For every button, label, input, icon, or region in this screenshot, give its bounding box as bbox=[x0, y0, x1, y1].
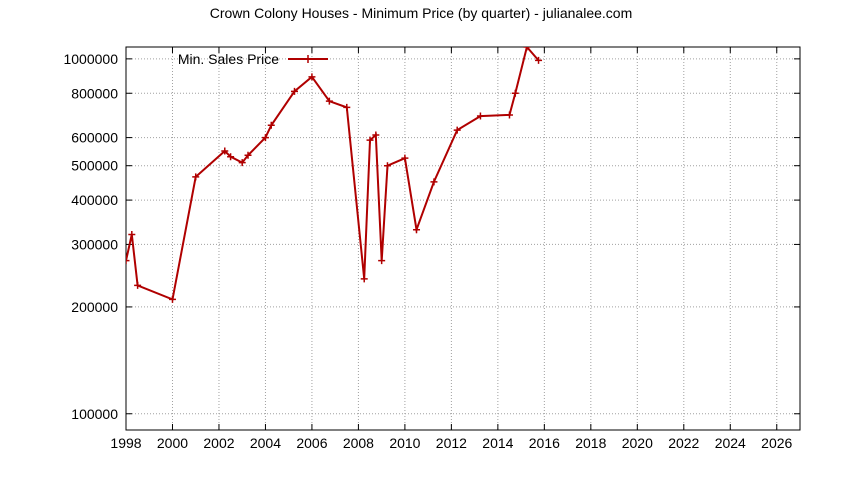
x-tick-label: 2020 bbox=[622, 435, 653, 451]
data-point bbox=[134, 281, 142, 289]
x-tick-label: 2018 bbox=[575, 435, 606, 451]
data-point bbox=[430, 178, 438, 186]
data-point bbox=[238, 159, 246, 167]
series-line bbox=[126, 47, 540, 301]
x-tick-label: 2010 bbox=[389, 435, 420, 451]
data-point bbox=[221, 147, 229, 155]
x-tick-label: 2026 bbox=[761, 435, 792, 451]
y-axis-ticks: 100000 200000 300000 400000 500000 600000 8000… bbox=[63, 51, 800, 422]
legend-marker bbox=[304, 55, 312, 63]
x-tick-label: 2016 bbox=[529, 435, 560, 451]
legend-label: Min. Sales Price bbox=[178, 51, 279, 67]
data-point bbox=[401, 154, 409, 162]
legend: Min. Sales Price bbox=[178, 51, 328, 67]
data-point bbox=[128, 230, 136, 238]
y-tick-label: 400000 bbox=[71, 192, 118, 208]
data-point bbox=[366, 136, 374, 144]
x-tick-label: 2012 bbox=[436, 435, 467, 451]
data-point bbox=[360, 275, 368, 283]
data-point bbox=[126, 257, 130, 265]
plot-frame bbox=[125, 46, 801, 431]
data-point bbox=[476, 112, 484, 120]
data-point bbox=[372, 131, 380, 139]
x-tick-label: 2000 bbox=[157, 435, 188, 451]
data-series bbox=[126, 47, 543, 303]
x-axis-ticks: 1998 2000 2002 2004 2006 2008 2010 2012 2014 2016… bbox=[110, 47, 793, 451]
y-tick-label: 600000 bbox=[71, 130, 118, 146]
data-point bbox=[325, 97, 333, 105]
data-point bbox=[535, 56, 543, 64]
data-point bbox=[227, 153, 235, 161]
data-point bbox=[244, 151, 252, 159]
y-tick-label: 200000 bbox=[71, 299, 118, 315]
x-tick-label: 2014 bbox=[482, 435, 513, 451]
data-point bbox=[192, 173, 200, 181]
data-point bbox=[267, 121, 275, 129]
grid-lines bbox=[125, 47, 800, 430]
x-tick-label: 2022 bbox=[668, 435, 699, 451]
data-point bbox=[343, 103, 351, 111]
data-point bbox=[168, 295, 176, 303]
data-point bbox=[308, 73, 316, 81]
data-point bbox=[383, 162, 391, 170]
data-point bbox=[378, 257, 386, 265]
x-tick-label: 2008 bbox=[343, 435, 374, 451]
y-tick-label: 300000 bbox=[71, 236, 118, 252]
y-tick-label: 500000 bbox=[71, 158, 118, 174]
y-tick-label: 800000 bbox=[71, 85, 118, 101]
y-tick-label: 100000 bbox=[71, 406, 118, 422]
data-point bbox=[453, 126, 461, 134]
data-point bbox=[261, 134, 269, 142]
x-tick-label: 2002 bbox=[203, 435, 234, 451]
chart-title: Crown Colony Houses - Minimum Price (by … bbox=[210, 5, 632, 21]
data-point bbox=[413, 226, 421, 234]
x-tick-label: 2004 bbox=[250, 435, 281, 451]
data-point bbox=[511, 89, 519, 97]
data-point bbox=[505, 111, 513, 119]
data-point bbox=[523, 47, 531, 51]
x-tick-label: 1998 bbox=[110, 435, 141, 451]
x-tick-label: 2024 bbox=[715, 435, 746, 451]
x-tick-label: 2006 bbox=[296, 435, 327, 451]
y-tick-label: 1000000 bbox=[63, 51, 118, 67]
data-point bbox=[291, 87, 298, 95]
